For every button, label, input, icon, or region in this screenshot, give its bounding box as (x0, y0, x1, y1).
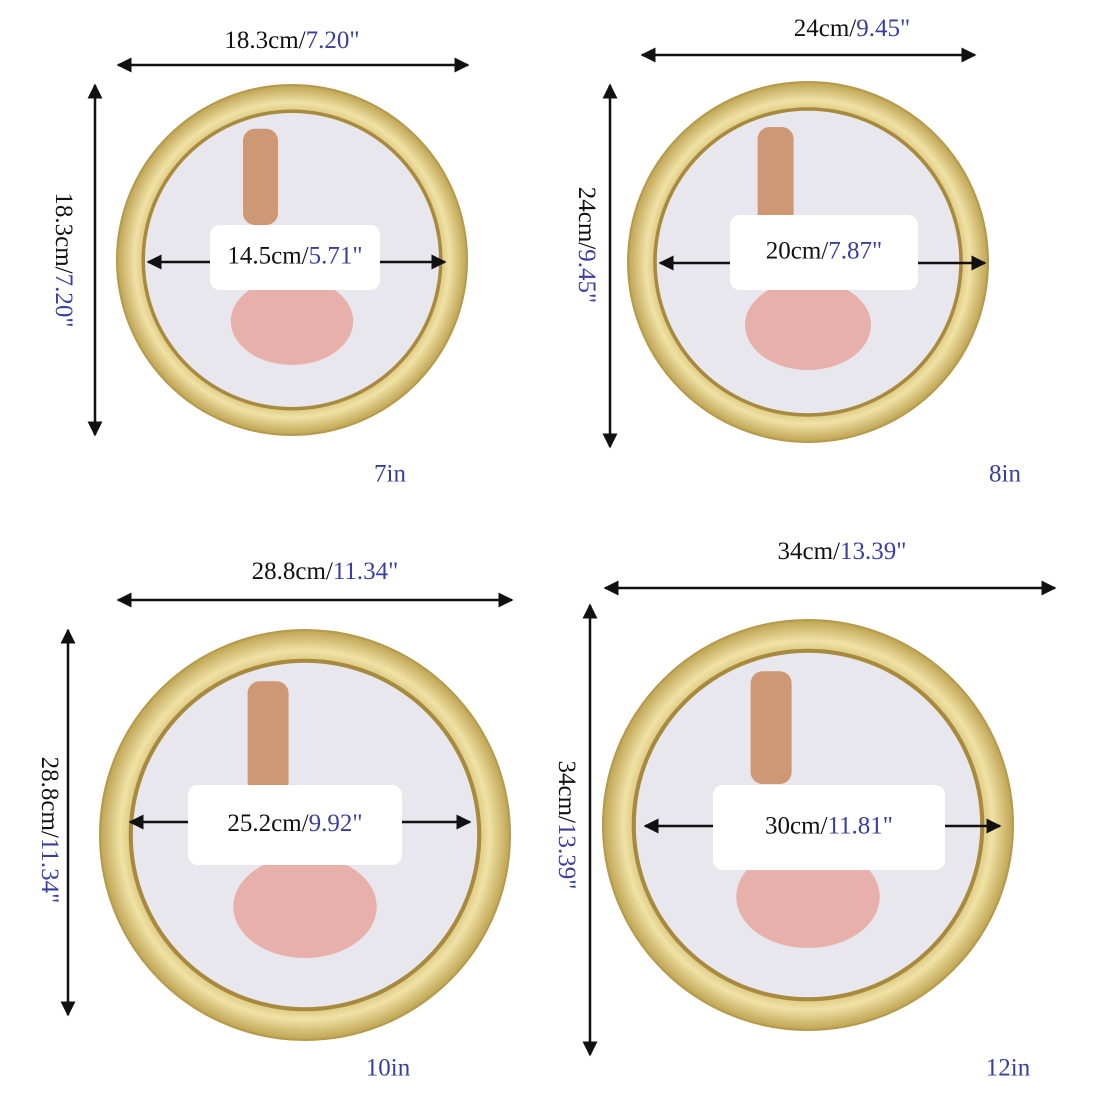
photo-bunny-body (233, 855, 377, 958)
cm-text: 28.8cm/ (36, 757, 63, 838)
cm-text: 18.3cm/ (224, 27, 305, 54)
cm-text: 20cm/ (766, 237, 829, 264)
inch-text: 13.39" (553, 823, 580, 889)
cm-text: 25.2cm/ (227, 810, 308, 837)
cm-text: 30cm/ (765, 812, 828, 839)
photo-bunny-body (230, 277, 354, 365)
inch-text: 11.81" (827, 812, 893, 839)
cm-text: 18.3cm/ (50, 192, 77, 273)
size-label: 10in (366, 1055, 411, 1082)
inch-text: 9.45" (573, 249, 600, 303)
inch-text: 11.34" (333, 558, 399, 585)
inch-text: 13.39" (840, 538, 906, 565)
outer-width-label: 28.8cm/11.34" (252, 558, 399, 585)
inch-text: 7.87" (828, 237, 882, 264)
photo-bunny-ear (243, 128, 278, 225)
photo-bunny-body (736, 845, 880, 948)
inner-diameter-label: 25.2cm/9.92" (227, 810, 362, 837)
cm-text: 34cm/ (778, 538, 841, 565)
size-label: 7in (374, 461, 406, 488)
photo-bunny-ear (750, 671, 792, 784)
inch-text: 5.71" (309, 242, 363, 269)
inner-diameter-label: 30cm/11.81" (765, 812, 893, 839)
photo-bunny-ear (247, 681, 289, 794)
cm-text: 24cm/ (573, 187, 600, 250)
inch-text: 7.20" (306, 27, 360, 54)
inner-diameter-label: 14.5cm/5.71" (227, 242, 362, 269)
outer-height-label: 18.3cm/7.20" (50, 192, 77, 327)
inch-text: 9.92" (309, 810, 363, 837)
inner-diameter-label: 20cm/7.87" (766, 237, 882, 264)
inch-text: 9.45" (856, 15, 910, 42)
size-label: 12in (986, 1055, 1031, 1082)
cm-text: 24cm/ (794, 15, 857, 42)
inch-text: 7.20" (50, 274, 77, 328)
label-box (730, 215, 918, 290)
outer-height-label: 34cm/13.39" (553, 761, 580, 890)
label-box (188, 785, 402, 865)
photo-bunny-ear (757, 127, 794, 226)
outer-height-label: 28.8cm/11.34" (36, 757, 63, 904)
cm-text: 14.5cm/ (227, 242, 308, 269)
label-box (210, 225, 380, 290)
outer-width-label: 24cm/9.45" (794, 15, 910, 42)
cm-text: 28.8cm/ (252, 558, 333, 585)
inch-text: 11.34" (36, 838, 63, 904)
outer-width-label: 34cm/13.39" (778, 538, 907, 565)
label-box (713, 785, 945, 870)
outer-width-label: 18.3cm/7.20" (224, 27, 359, 54)
outer-height-label: 24cm/9.45" (573, 187, 600, 303)
cm-text: 34cm/ (553, 761, 580, 824)
photo-bunny-body (745, 280, 871, 370)
size-label: 8in (989, 461, 1021, 488)
